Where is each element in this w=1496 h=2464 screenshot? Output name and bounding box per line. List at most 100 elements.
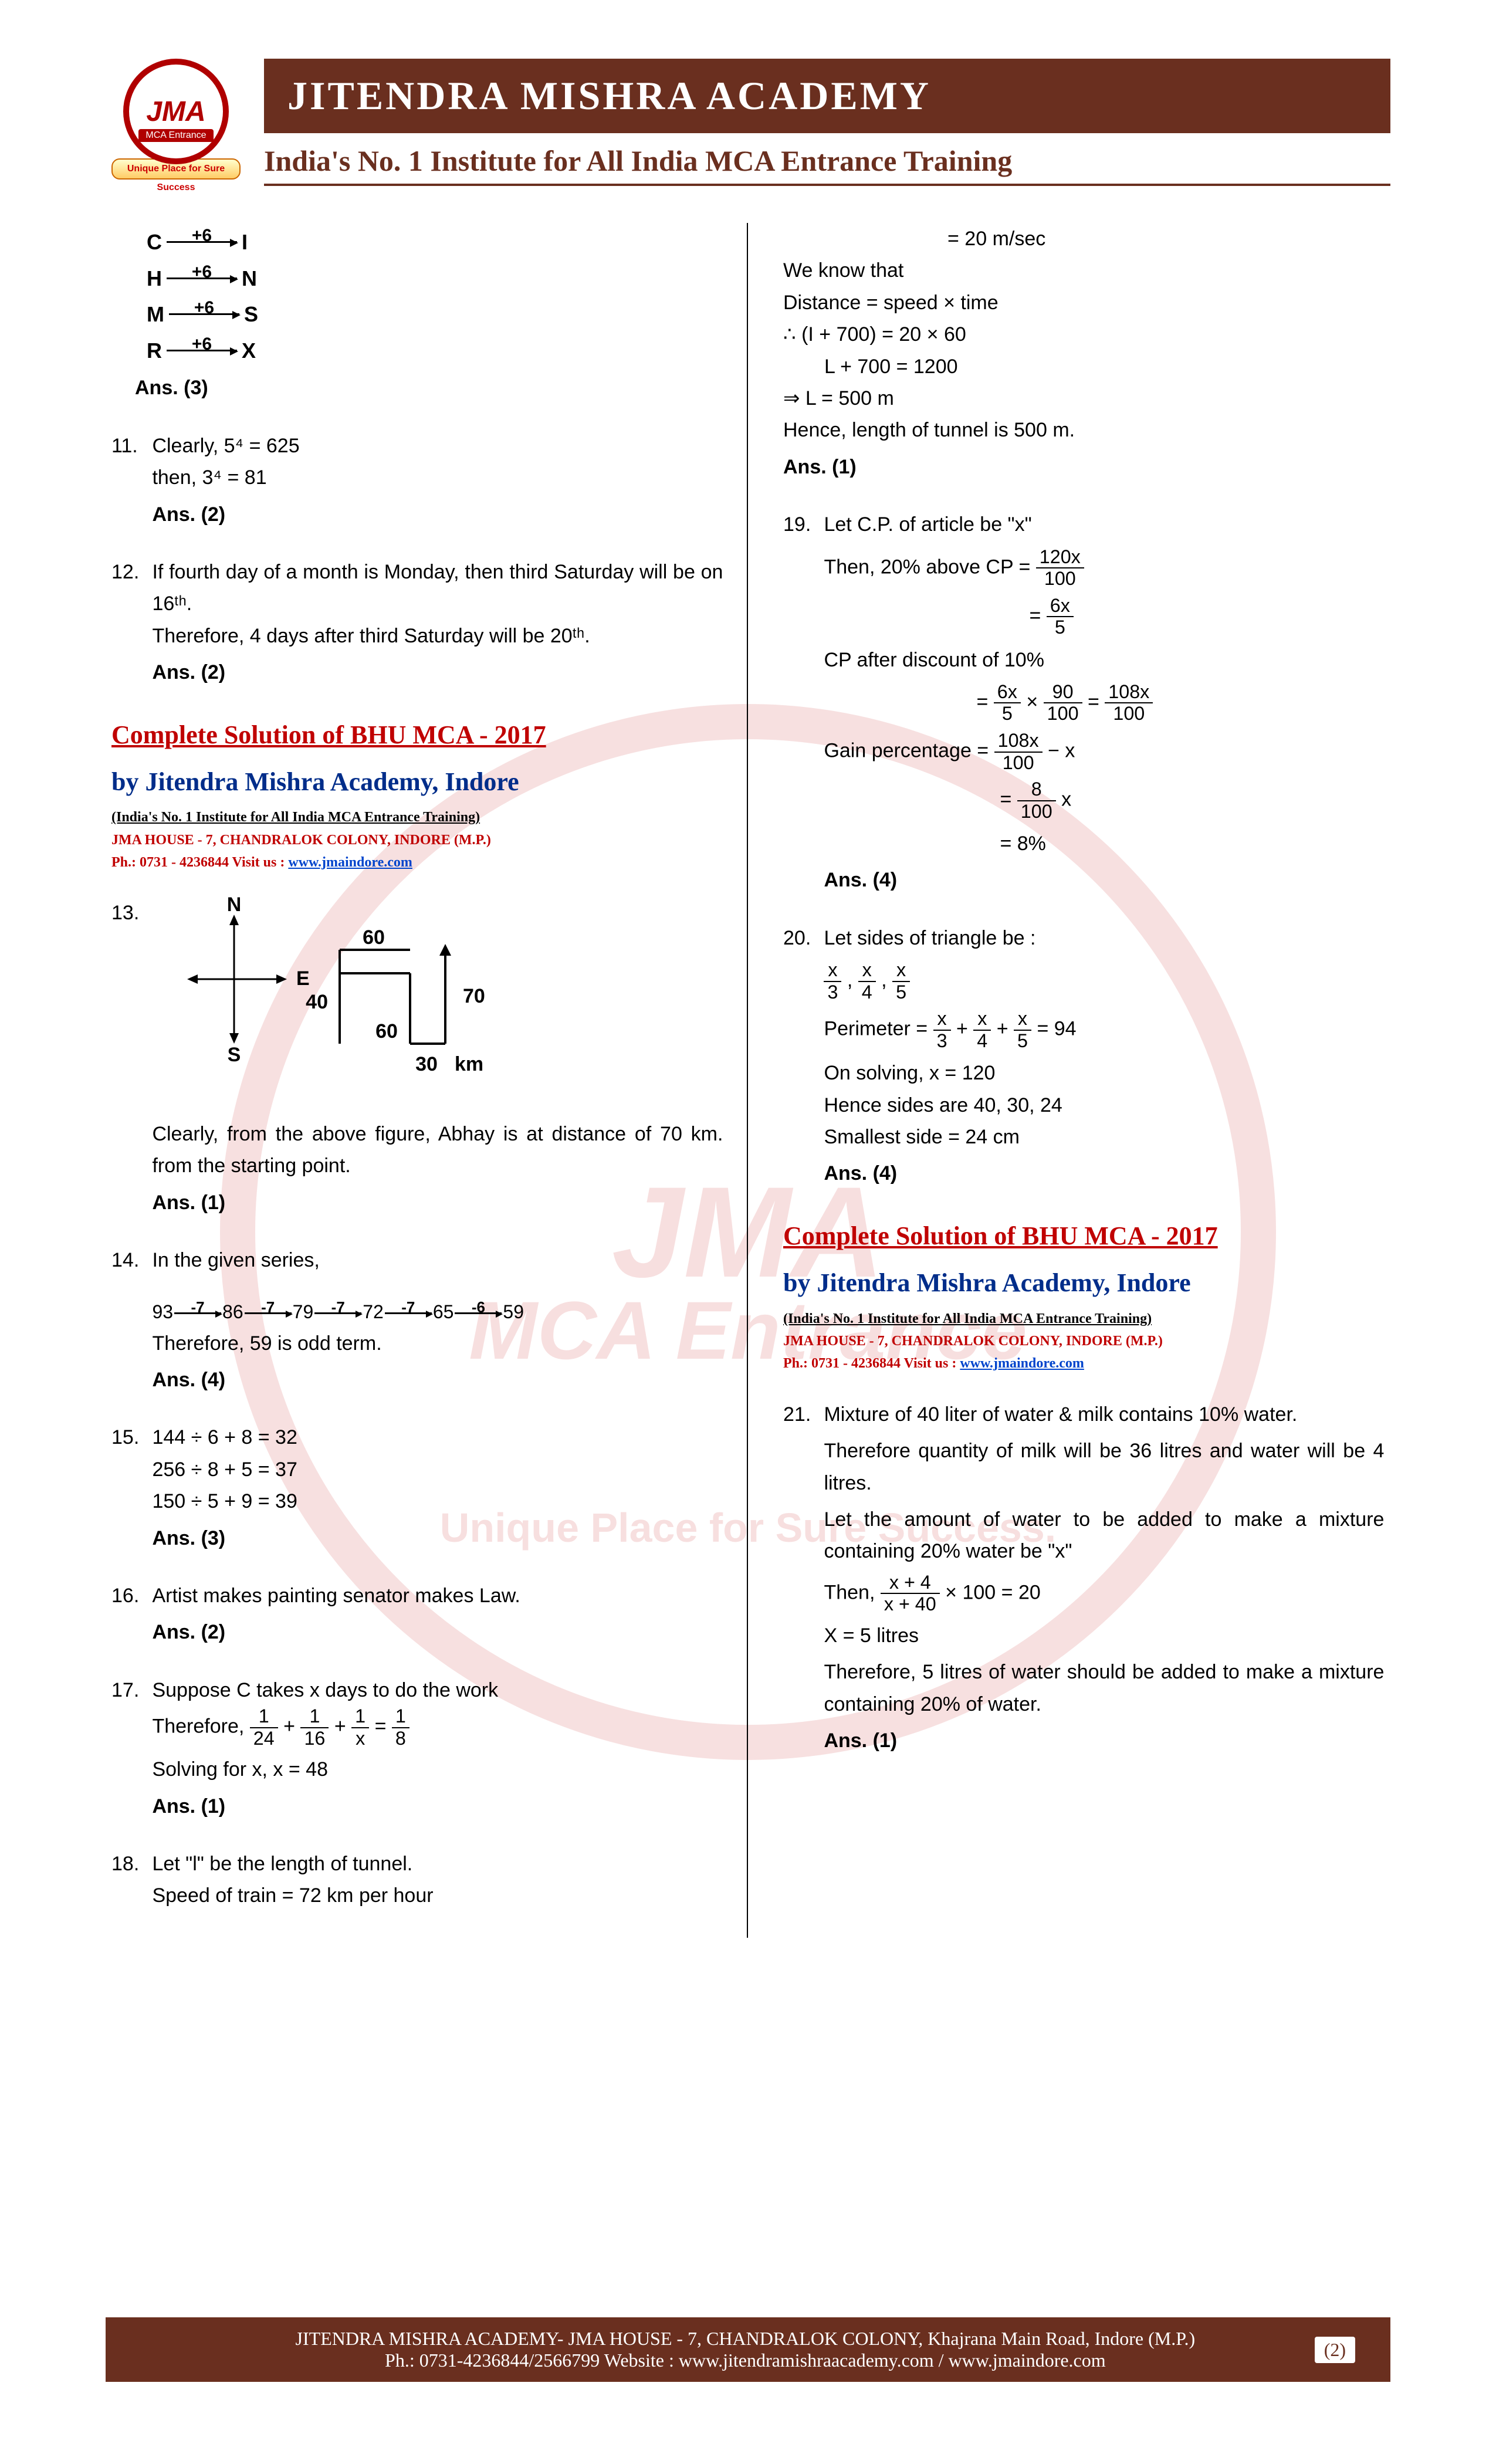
f3n: 1 <box>351 1706 369 1728</box>
pcd: 5 <box>1014 1031 1031 1052</box>
page-footer: JITENDRA MISHRA ACADEMY- JMA HOUSE - 7, … <box>106 2317 1390 2382</box>
f7d19: 100 <box>1017 801 1056 823</box>
q10-lbl1: +6 <box>192 222 212 250</box>
svg-text:60: 60 <box>363 926 385 949</box>
f6d19: 100 <box>994 753 1043 774</box>
q12-l2: Therefore, 4 days after third Saturday w… <box>152 620 723 652</box>
promo-ph: Ph.: 0731 - 4236844 Visit us : <box>111 855 288 870</box>
fc: x <box>892 960 910 982</box>
q11-l2: then, 3⁴ = 81 <box>152 462 723 493</box>
q10-ans: Ans. (3) <box>135 372 723 404</box>
q14-intro: In the given series, <box>152 1244 723 1276</box>
q19-l2: Then, 20% above CP = <box>824 556 1035 578</box>
q18r-l1: We know that <box>783 255 1385 286</box>
q14-text: Therefore, 59 is odd term. <box>152 1328 723 1359</box>
q19-r1: Then, 20% above CP = 120x100 <box>824 547 1384 590</box>
q19-ans: Ans. (4) <box>824 864 1384 896</box>
q11: 11. Clearly, 5⁴ = 625 then, 3⁴ = 81 Ans.… <box>111 430 723 530</box>
q12-l1: If fourth day of a month is Monday, then… <box>152 556 723 620</box>
svg-text:70: 70 <box>463 985 485 1007</box>
q21-ans: Ans. (1) <box>824 1725 1384 1756</box>
q20: 20. Let sides of triangle be : x3 , x4 ,… <box>783 922 1385 1190</box>
q21-eq: Then, x + 4x + 40 × 100 = 20 <box>824 1572 1384 1615</box>
pb: x <box>973 1008 991 1031</box>
s3: 72 <box>363 1301 384 1322</box>
q16: 16. Artist makes painting senator makes … <box>111 1580 723 1649</box>
q21-fn: x + 4 <box>881 1572 940 1595</box>
q10-i: I <box>242 225 248 259</box>
q17-ans: Ans. (1) <box>152 1791 723 1822</box>
q19-r2: = 6x5 <box>1029 595 1384 638</box>
q10-lbl2: +6 <box>192 258 212 286</box>
d2: -7 <box>331 1295 345 1320</box>
eq1: = <box>1029 604 1046 627</box>
promo-link[interactable]: www.jmaindore.com <box>288 855 412 870</box>
eq3: = <box>1082 691 1105 713</box>
fb: x <box>858 960 876 982</box>
pa: x <box>933 1008 951 1031</box>
q21-fd: x + 40 <box>881 1594 940 1615</box>
q10-lbl3: +6 <box>194 294 214 322</box>
q13-diagram: N S E W 60 40 60 30 70 km <box>187 897 492 1096</box>
subtitle: India's No. 1 Institute for All India MC… <box>264 144 1390 186</box>
q20-perim: Perimeter = x3 + x4 + x5 = 94 <box>824 1008 1384 1051</box>
q13-num: 13. <box>111 897 147 929</box>
q15-l2: 256 ÷ 8 + 5 = 37 <box>152 1454 723 1485</box>
q13-e: E <box>296 967 310 990</box>
logo-sub: MCA Entrance <box>138 129 213 142</box>
q20-ans: Ans. (4) <box>824 1157 1384 1189</box>
f2d19: 5 <box>1047 617 1074 638</box>
promo-block-1: Complete Solution of BHU MCA - 2017 by J… <box>111 715 723 874</box>
q18r-ans: Ans. (1) <box>783 451 1385 483</box>
q17-l3: Solving for x, x = 48 <box>152 1754 723 1785</box>
q11-ans: Ans. (2) <box>152 499 723 530</box>
f7n19: 8 <box>1017 779 1056 801</box>
q19-r3: = 6x5 × 90100 = 108x100 <box>976 682 1384 725</box>
q11-l1: Clearly, 5⁴ = 625 <box>152 430 723 462</box>
q12-ans: Ans. (2) <box>152 656 723 688</box>
q19-r4: Gain percentage = 108x100 − x <box>824 730 1384 773</box>
minus: − x <box>1043 740 1075 762</box>
q21-num: 21. <box>783 1399 818 1430</box>
q19-l1: Let C.P. of article be "x" <box>824 509 1384 540</box>
q19-num: 19. <box>783 509 818 540</box>
q20-l4: Hence sides are 40, 30, 24 <box>824 1089 1384 1121</box>
logo-text: JMA <box>146 96 205 128</box>
q10-r: R <box>147 334 162 368</box>
eq: = <box>375 1715 392 1738</box>
q21-l3: Let the amount of water to be added to m… <box>824 1504 1384 1568</box>
title-banner: JITENDRA MISHRA ACADEMY <box>264 59 1390 133</box>
q19-eq5: = 8% <box>1000 828 1384 859</box>
q17: 17. Suppose C takes x days to do the wor… <box>111 1674 723 1822</box>
f5d19: 100 <box>1105 703 1153 725</box>
q10-s: S <box>244 297 258 331</box>
q10-lbl4: +6 <box>192 330 212 358</box>
promo-addr: JMA HOUSE - 7, CHANDRALOK COLONY, INDORE… <box>111 829 723 851</box>
s4: 65 <box>433 1301 454 1322</box>
page-header: JMA MCA Entrance Unique Place for Sure S… <box>106 59 1390 199</box>
q17-l1: Suppose C takes x days to do the work <box>152 1674 723 1706</box>
q19-r5: = 8100 x <box>1000 779 1384 822</box>
q10-m: M <box>147 297 164 331</box>
d4: -6 <box>472 1295 485 1320</box>
fad: 3 <box>824 982 841 1003</box>
s1: 86 <box>222 1301 243 1322</box>
promo-title: Complete Solution of BHU MCA - 2017 <box>111 715 723 756</box>
d0: -7 <box>191 1295 204 1320</box>
q18-l1: Let "l" be the length of tunnel. <box>152 1848 723 1880</box>
footer-l1: JITENDRA MISHRA ACADEMY- JMA HOUSE - 7, … <box>176 2328 1315 2350</box>
q13-s: S <box>228 1044 241 1066</box>
q20-l2: Perimeter = <box>824 1018 933 1040</box>
q10-h: H <box>147 262 162 296</box>
peq: = 94 <box>1037 1018 1076 1040</box>
page-number: (2) <box>1315 2337 1355 2363</box>
promo-link2[interactable]: www.jmaindore.com <box>960 1356 1084 1371</box>
q15-l1: 144 ÷ 6 + 8 = 32 <box>152 1421 723 1453</box>
q10-x: X <box>242 334 256 368</box>
q18r-l0: = 20 m/sec <box>947 223 1385 255</box>
q18-num: 18. <box>111 1848 147 1880</box>
svg-text:40: 40 <box>306 991 329 1013</box>
f4n19: 90 <box>1044 682 1082 704</box>
q19-l4: Gain percentage = <box>824 740 994 762</box>
q11-num: 11. <box>111 430 147 462</box>
